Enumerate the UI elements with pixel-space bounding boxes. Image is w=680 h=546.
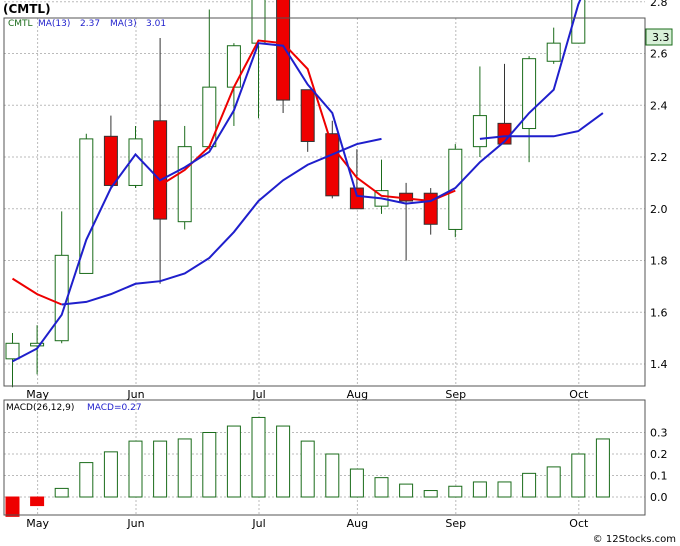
- month-label: Sep: [445, 517, 466, 530]
- macd-bar: [30, 496, 45, 507]
- last-price-text: 3.3: [652, 31, 670, 44]
- month-label: May: [26, 517, 49, 530]
- moving-average-line: [159, 39, 456, 203]
- macd-bar: [251, 416, 266, 498]
- macd-y-tick-label: 0.1: [650, 470, 668, 483]
- macd-y-tick-label: 0.3: [650, 427, 668, 440]
- price-y-tick-label: 1.4: [650, 358, 668, 371]
- price-legend: CMTL MA(13) 2.37 MA(3) 3.01: [8, 19, 166, 29]
- candle-body: [5, 342, 20, 360]
- macd-bars: [5, 416, 610, 517]
- candle-body: [153, 120, 168, 220]
- macd-bar: [497, 481, 512, 498]
- moving-average-lines: [11, 0, 604, 363]
- macd-bar: [226, 425, 241, 498]
- legend-symbol: CMTL: [8, 19, 33, 29]
- macd-bar: [399, 483, 414, 498]
- macd-bar: [177, 438, 192, 498]
- candle-body: [472, 115, 487, 148]
- candle-body: [571, 0, 586, 44]
- candle-body: [448, 148, 463, 230]
- candle-body: [103, 135, 118, 186]
- credit-text: © 12Stocks.com: [593, 534, 676, 545]
- macd-bar: [349, 468, 364, 498]
- month-label: Aug: [347, 388, 368, 401]
- legend-ma-fast-value: 3.01: [146, 19, 166, 29]
- price-y-tick-label: 2.0: [650, 203, 668, 216]
- candle-body: [79, 138, 94, 274]
- macd-bar: [79, 462, 94, 498]
- macd-bar: [448, 485, 463, 498]
- macd-panel-frame: [3, 399, 646, 516]
- price-y-tick-label: 2.4: [650, 99, 668, 112]
- macd-bar: [128, 440, 143, 498]
- legend-ma-slow: MA(13): [38, 19, 70, 29]
- candle-body: [30, 342, 45, 347]
- moving-average-line: [61, 137, 382, 306]
- macd-bar: [5, 496, 20, 517]
- macd-bar: [300, 440, 315, 498]
- legend-ma-fast: MA(3): [110, 19, 137, 29]
- candle-body: [546, 42, 561, 62]
- macd-bar: [103, 451, 118, 498]
- macd-y-tick-label: 0.0: [650, 491, 668, 504]
- macd-bar: [54, 487, 69, 498]
- legend-ma-slow-value: 2.37: [80, 19, 100, 29]
- moving-average-line: [479, 112, 604, 140]
- price-panel-frame: [3, 17, 646, 387]
- macd-bar: [522, 472, 537, 498]
- macd-bar: [472, 481, 487, 498]
- price-y-tick-label: 2.2: [650, 151, 668, 164]
- macd-y-tick-label: 0.2: [650, 448, 668, 461]
- moving-average-line: [11, 277, 63, 306]
- candle-body: [349, 187, 364, 210]
- macd-bar: [325, 453, 340, 498]
- x-axis-ticks: May May Jun Jun Jul Jul Aug Aug Sep Sep Oct Oct: [26, 388, 589, 530]
- macd-legend-label: MACD(26,12,9): [6, 403, 74, 413]
- month-label: Jul: [251, 517, 265, 530]
- ticker-label: (CMTL): [3, 2, 51, 16]
- macd-bar: [423, 490, 438, 498]
- month-label: May: [26, 388, 49, 401]
- month-label: Oct: [569, 388, 589, 401]
- month-label: Oct: [569, 517, 589, 530]
- macd-bar: [153, 440, 168, 498]
- price-y-tick-label: 1.8: [650, 255, 668, 268]
- macd-bar: [202, 432, 217, 498]
- macd-bar: [276, 425, 291, 498]
- macd-bar: [374, 477, 389, 498]
- candle-body: [226, 45, 241, 88]
- month-label: Jul: [251, 388, 265, 401]
- price-y-tick-label: 2.8: [650, 0, 668, 9]
- month-label: Jun: [126, 388, 144, 401]
- candle-body: [251, 0, 266, 44]
- month-label: Jun: [126, 517, 144, 530]
- macd-bar: [546, 466, 561, 498]
- price-y-tick-label: 2.6: [650, 48, 668, 61]
- moving-average-line: [12, 0, 582, 363]
- last-price-badge: 3.3: [645, 28, 673, 46]
- macd-bar: [595, 438, 610, 498]
- price-y-tick-label: 1.6: [650, 306, 668, 319]
- y-axis-ticks: 1.41.61.82.02.22.42.62.83.03.20.00.10.20…: [650, 0, 668, 504]
- candle-body: [325, 133, 340, 197]
- macd-legend: MACD(26,12,9) MACD=0.27: [6, 403, 142, 413]
- last-price-box: [645, 28, 673, 46]
- macd-legend-value: MACD=0.27: [87, 403, 142, 413]
- candle-body: [276, 0, 291, 101]
- candle-body: [300, 89, 315, 142]
- month-label: Sep: [445, 388, 466, 401]
- candle-body: [177, 146, 192, 223]
- macd-bar: [571, 453, 586, 498]
- month-label: Aug: [347, 517, 368, 530]
